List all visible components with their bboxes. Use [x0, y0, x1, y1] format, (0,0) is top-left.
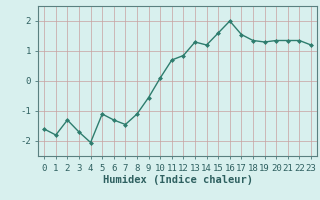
X-axis label: Humidex (Indice chaleur): Humidex (Indice chaleur): [103, 175, 252, 185]
